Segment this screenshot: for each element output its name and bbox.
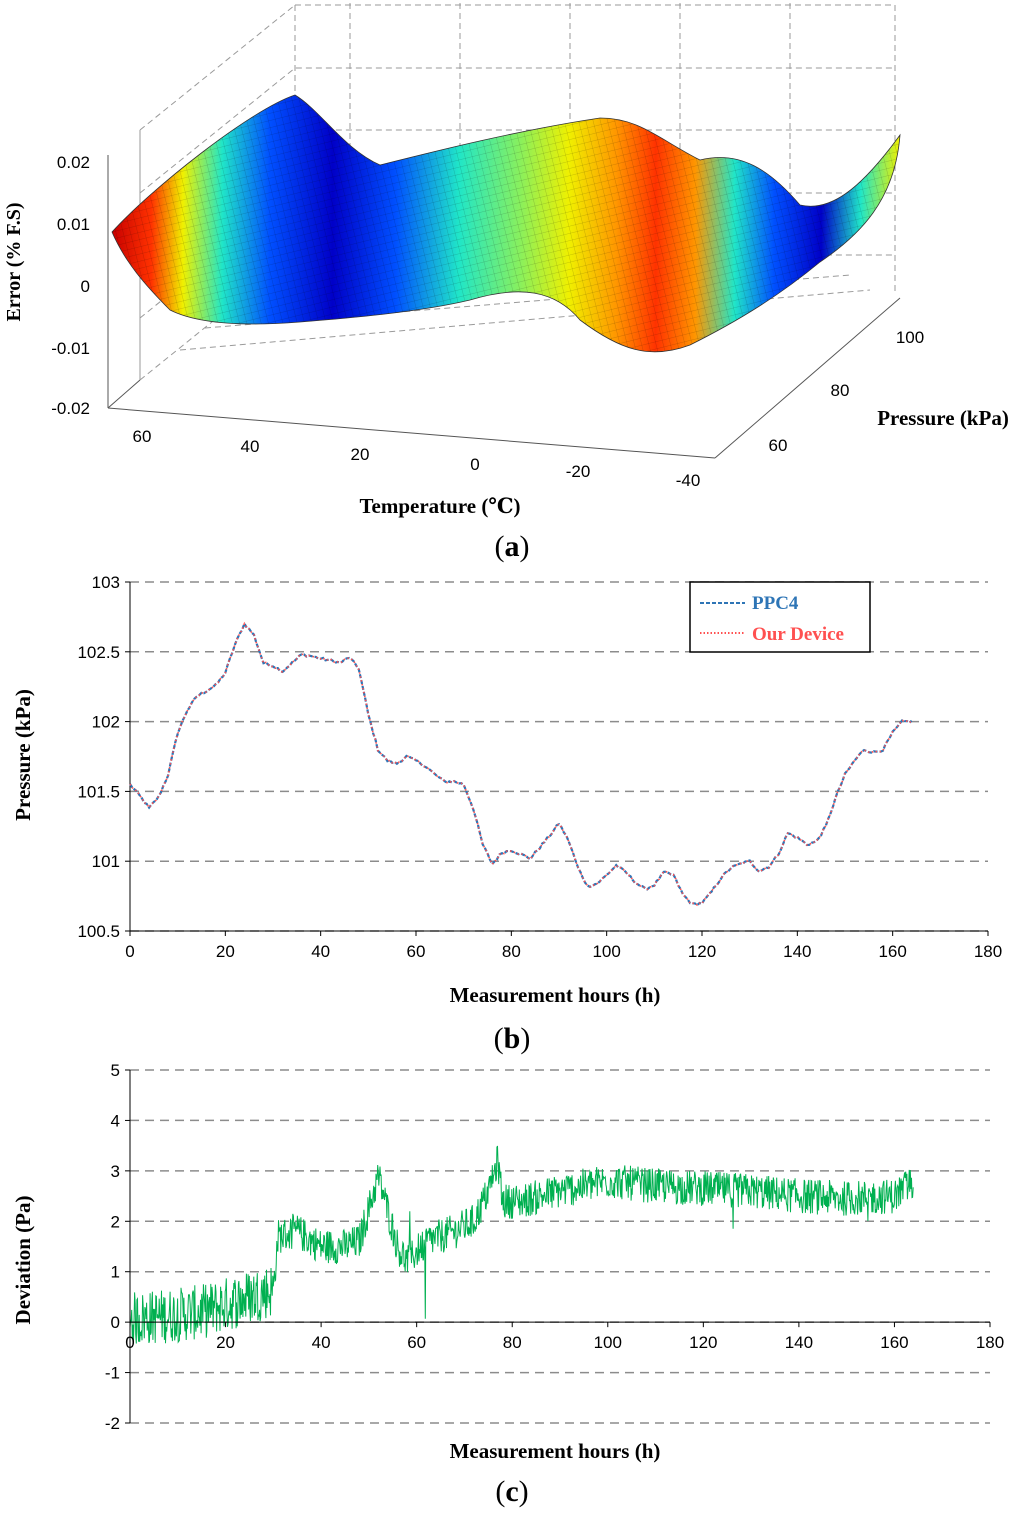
series-our-device bbox=[129, 621, 913, 907]
y-tick: 80 bbox=[831, 381, 850, 400]
z-tick: -0.01 bbox=[51, 339, 90, 358]
surface-chart-panel: 0.02 0.01 0 -0.01 -0.02 60 40 20 0 -20 -… bbox=[0, 0, 1024, 525]
front-axes bbox=[107, 155, 901, 459]
x-tick: -40 bbox=[676, 471, 701, 490]
x-tick-label: 140 bbox=[785, 1333, 813, 1352]
z-tick: 0.01 bbox=[57, 215, 90, 234]
y-tick-label: 102.5 bbox=[77, 643, 120, 662]
y-tick-label: 0 bbox=[111, 1313, 120, 1332]
y-tick-label: 5 bbox=[111, 1061, 120, 1080]
x-tick-label: 140 bbox=[783, 942, 811, 961]
series-deviation bbox=[129, 1145, 914, 1345]
z-axis-label: Error (% F.S) bbox=[3, 202, 25, 321]
series-ppc4 bbox=[129, 620, 913, 907]
z-tick: -0.02 bbox=[51, 399, 90, 418]
error-surface bbox=[111, 94, 901, 353]
deviation-chart: 5 4 3 2 1 0 -1 -2 0 20 40 60 80 100 120 140 160 180 Devia… bbox=[11, 1061, 1004, 1463]
x-tick-label: 80 bbox=[503, 1333, 522, 1352]
y-tick-label: 101 bbox=[92, 852, 120, 871]
x-tick-label: 60 bbox=[407, 1333, 426, 1352]
x-tick-label: 160 bbox=[878, 942, 906, 961]
x-axis-label: Temperature (℃) bbox=[359, 494, 520, 518]
y-axis-label: Deviation (Pa) bbox=[11, 1196, 35, 1325]
legend-label-ppc4: PPC4 bbox=[752, 593, 799, 614]
y-tick-label: -2 bbox=[105, 1414, 120, 1433]
y-tick: 100 bbox=[896, 328, 924, 347]
y-tick-label: 100.5 bbox=[77, 922, 120, 941]
z-tick: 0.02 bbox=[57, 153, 90, 172]
x-tick-label: 180 bbox=[974, 942, 1002, 961]
x-tick-label: 180 bbox=[976, 1333, 1004, 1352]
x-tick-label: 160 bbox=[880, 1333, 908, 1352]
x-tick-label: 0 bbox=[125, 942, 134, 961]
y-tick-label: 1 bbox=[111, 1263, 120, 1282]
x-tick: 0 bbox=[470, 455, 479, 474]
x-tick-label: 20 bbox=[216, 942, 235, 961]
y-tick-labels: 100 80 60 bbox=[769, 328, 925, 455]
y-axis-label: Pressure (kPa) bbox=[877, 406, 1009, 430]
y-tick-label: 101.5 bbox=[77, 782, 120, 801]
x-tick-label: 100 bbox=[594, 1333, 622, 1352]
caption-a: (a) bbox=[494, 530, 530, 563]
y-tick-label: 103 bbox=[92, 573, 120, 592]
y-tick-label: 4 bbox=[111, 1111, 120, 1130]
x-tick-label: 0 bbox=[125, 1333, 134, 1352]
x-tick-label: 20 bbox=[216, 1333, 235, 1352]
pressure-chart-panel: 103 102.5 102 101.5 101 100.5 0 20 40 60 80 100 120 1… bbox=[0, 570, 1024, 1010]
y-tick-label: 102 bbox=[92, 713, 120, 732]
x-tick: 40 bbox=[241, 437, 260, 456]
surface-chart: 0.02 0.01 0 -0.01 -0.02 60 40 20 0 -20 -… bbox=[3, 3, 1009, 518]
z-tick-labels: 0.02 0.01 0 -0.01 -0.02 bbox=[51, 153, 90, 418]
y-tick: 60 bbox=[769, 436, 788, 455]
x-tick-label: 120 bbox=[688, 942, 716, 961]
x-tick: 20 bbox=[351, 445, 370, 464]
y-axis-label: Pressure (kPa) bbox=[11, 689, 35, 821]
z-tick: 0 bbox=[81, 277, 90, 296]
y-tick-label: 2 bbox=[111, 1212, 120, 1231]
deviation-chart-panel: 5 4 3 2 1 0 -1 -2 0 20 40 60 80 100 120 140 160 180 Devia… bbox=[0, 1060, 1024, 1472]
legend-label-our-device: Our Device bbox=[752, 624, 844, 645]
x-tick-label: 80 bbox=[502, 942, 521, 961]
x-tick: 60 bbox=[133, 427, 152, 446]
x-axis-label: Measurement hours (h) bbox=[450, 1439, 661, 1463]
x-tick-label: 40 bbox=[312, 1333, 331, 1352]
y-tick-label: 3 bbox=[111, 1162, 120, 1181]
caption-b: (b) bbox=[493, 1022, 531, 1055]
caption-c: (c) bbox=[495, 1475, 529, 1508]
legend: PPC4 Our Device bbox=[689, 581, 871, 653]
x-tick-label: 120 bbox=[689, 1333, 717, 1352]
x-tick-label: 60 bbox=[407, 942, 426, 961]
x-axis-label: Measurement hours (h) bbox=[450, 983, 661, 1007]
x-tick-labels: 60 40 20 0 -20 -40 bbox=[133, 427, 701, 490]
x-tick-label: 40 bbox=[311, 942, 330, 961]
pressure-chart: 103 102.5 102 101.5 101 100.5 0 20 40 60 80 100 120 1… bbox=[11, 573, 1002, 1007]
y-tick-label: -1 bbox=[105, 1364, 120, 1383]
x-tick: -20 bbox=[566, 462, 591, 481]
x-tick-label: 100 bbox=[592, 942, 620, 961]
